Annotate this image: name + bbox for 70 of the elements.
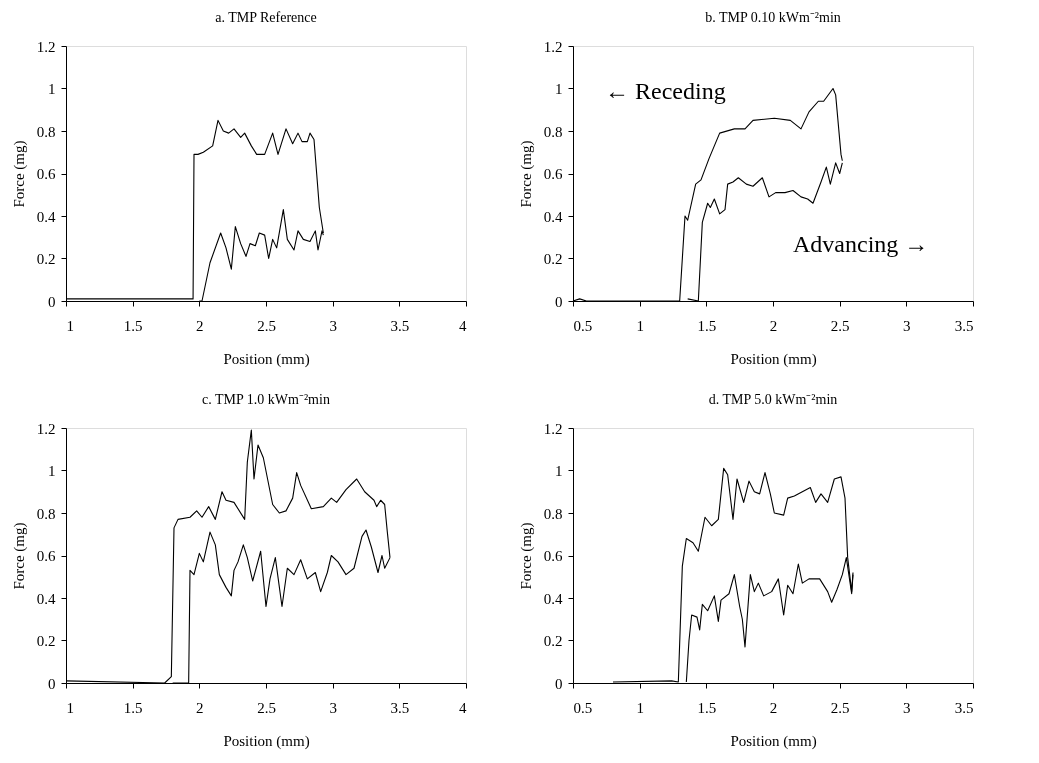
y-tick-label: 0 [48,675,56,692]
x-tick-label: 1.5 [123,699,143,716]
x-tick-label: 3.5 [390,699,410,716]
x-tick-label: 1 [636,699,644,716]
y-axis-title: Force (mg) [517,522,535,590]
y-tick-label: 1 [555,81,563,97]
y-tick-label: 0.2 [36,633,56,649]
x-tick-label: 0.5 [573,317,593,334]
x-tick-label: 2.5 [830,317,850,334]
y-tick-label: 1 [555,463,563,479]
y-tick-label: 0.6 [543,548,563,564]
y-tick-label: 1.2 [36,38,56,55]
x-tick-label: 3 [329,317,337,334]
x-tick-label: 1.5 [697,699,717,716]
x-tick-label: 3.5 [390,317,410,334]
chart-title: d. TMP 5.0 kWm⁻²min [708,392,838,407]
x-axis-title: Position (mm) [730,350,817,368]
x-tick-label: 2.5 [830,699,850,716]
x-tick-label: 1 [66,317,74,334]
y-tick-label: 0.6 [36,548,56,564]
x-axis-title: Position (mm) [223,350,310,368]
x-tick-label: 1 [636,317,644,334]
x-tick-label: 2.5 [257,317,276,334]
x-tick-label: 3.5 [954,699,974,716]
x-tick-label: 2 [196,699,204,716]
y-axis-title: Force (mg) [10,140,28,208]
annotation: Advancing → [793,230,929,257]
y-axis-title: Force (mg) [10,522,28,590]
y-tick-label: 0.8 [36,123,56,140]
y-tick-label: 0.8 [543,123,563,140]
x-tick-label: 3.5 [954,317,974,334]
y-tick-label: 1.2 [543,420,563,437]
x-axis-title: Position (mm) [730,732,817,750]
x-tick-label: 1.5 [697,317,717,334]
y-tick-label: 0 [48,293,56,310]
x-tick-label: 1 [66,699,74,716]
x-tick-label: 3 [903,317,911,334]
y-tick-label: 0.8 [36,505,56,522]
chart-title: a. TMP Reference [215,10,317,25]
y-tick-label: 1.2 [543,38,563,55]
y-tick-label: 1 [48,463,56,479]
y-tick-label: 0.6 [36,166,56,182]
x-tick-label: 4 [459,699,467,716]
annotation: ← Receding [605,77,726,104]
x-tick-label: 3 [329,699,337,716]
x-tick-label: 3 [903,699,911,716]
y-tick-label: 0.2 [543,251,563,267]
x-tick-label: 4 [459,317,467,334]
x-tick-label: 2 [769,699,778,716]
y-tick-label: 0 [555,675,563,692]
y-tick-label: 1.2 [36,420,56,437]
chart-title: b. TMP 0.10 kWm⁻²min [705,10,841,25]
y-tick-label: 0.2 [543,633,563,649]
x-tick-label: 2 [196,317,204,334]
x-axis-title: Position (mm) [223,732,310,750]
y-tick-label: 0.4 [543,208,563,225]
y-tick-label: 0.4 [36,590,56,607]
y-tick-label: 0.2 [36,251,56,267]
chart-title: c. TMP 1.0 kWm⁻²min [202,392,330,407]
y-axis-title: Force (mg) [517,140,535,208]
y-tick-label: 0 [555,293,563,310]
x-tick-label: 0.5 [573,699,593,716]
y-tick-label: 0.6 [543,166,563,182]
x-tick-label: 2.5 [257,699,276,716]
y-tick-label: 1 [48,81,56,97]
y-tick-label: 0.4 [543,590,563,607]
y-tick-label: 0.8 [543,505,563,522]
x-tick-label: 2 [769,317,778,334]
x-tick-label: 1.5 [123,317,143,334]
y-tick-label: 0.4 [36,208,56,225]
